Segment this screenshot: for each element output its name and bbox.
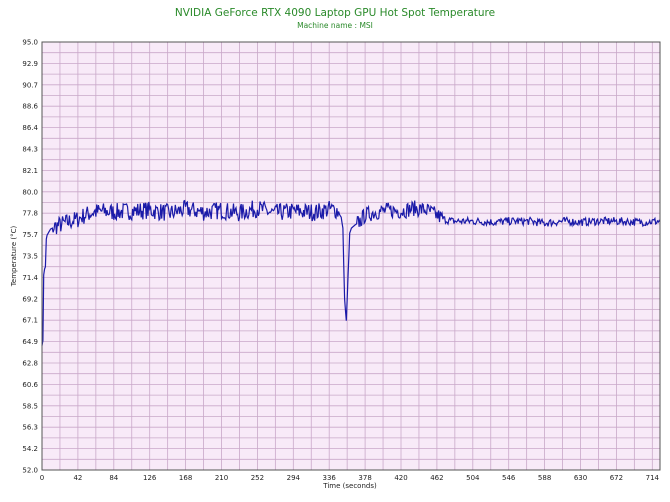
chart-subtitle: Machine name : MSI — [297, 21, 373, 30]
y-tick-label: 90.7 — [22, 81, 38, 89]
plot-border — [41, 41, 661, 471]
grid — [41, 41, 660, 471]
x-tick-label: 546 — [502, 474, 516, 482]
x-tick-label: 126 — [143, 474, 157, 482]
y-tick-label: 54.2 — [22, 445, 38, 453]
x-tick-label: 336 — [323, 474, 337, 482]
y-axis-label: Temperature (°C) — [10, 226, 18, 288]
x-tick-label: 504 — [466, 474, 480, 482]
y-tick-label: 92.9 — [22, 60, 38, 68]
y-tick-label: 69.2 — [22, 295, 38, 303]
y-tick-label: 73.5 — [22, 253, 38, 261]
x-tick-label: 672 — [610, 474, 623, 482]
series-line — [41, 199, 661, 346]
x-tick-label: 420 — [394, 474, 407, 482]
y-tick-label: 52.0 — [22, 467, 38, 475]
x-axis-ticks: 0 42 84 126 168 210 252 294 336 378 420 462 504 546 58… — [40, 474, 660, 482]
y-tick-label: 64.9 — [22, 338, 38, 346]
x-tick-label: 84 — [109, 474, 118, 482]
y-tick-label: 60.6 — [22, 381, 38, 389]
y-tick-label: 75.7 — [22, 231, 38, 239]
y-tick-label: 86.4 — [22, 124, 38, 132]
y-tick-label: 62.8 — [22, 360, 38, 368]
y-axis-ticks: 52.0 54.2 56.3 58.5 60.6 62.8 64.9 67.1 69.2 71.4… — [22, 39, 38, 475]
y-tick-label: 84.3 — [22, 146, 38, 154]
x-tick-label: 210 — [215, 474, 228, 482]
x-tick-label: 588 — [538, 474, 551, 482]
chart-title: NVIDIA GeForce RTX 4090 Laptop GPU Hot S… — [175, 7, 495, 19]
x-tick-label: 168 — [179, 474, 192, 482]
y-tick-label: 80.0 — [22, 188, 38, 196]
y-tick-label: 77.8 — [22, 210, 38, 218]
y-tick-label: 82.1 — [22, 167, 38, 175]
y-tick-label: 58.5 — [22, 402, 38, 410]
x-tick-label: 630 — [574, 474, 587, 482]
y-tick-label: 95.0 — [22, 39, 38, 47]
x-tick-label: 714 — [646, 474, 660, 482]
x-tick-label: 42 — [73, 474, 82, 482]
x-tick-label: 462 — [430, 474, 443, 482]
x-tick-label: 0 — [40, 474, 44, 482]
y-tick-label: 88.6 — [22, 103, 38, 111]
x-tick-label: 378 — [358, 474, 371, 482]
y-tick-label: 67.1 — [22, 317, 38, 325]
y-tick-label: 71.4 — [22, 274, 38, 282]
x-tick-label: 294 — [287, 474, 301, 482]
x-tick-label: 252 — [251, 474, 264, 482]
x-axis-label: Time (seconds) — [322, 482, 377, 490]
y-tick-label: 56.3 — [22, 424, 38, 432]
